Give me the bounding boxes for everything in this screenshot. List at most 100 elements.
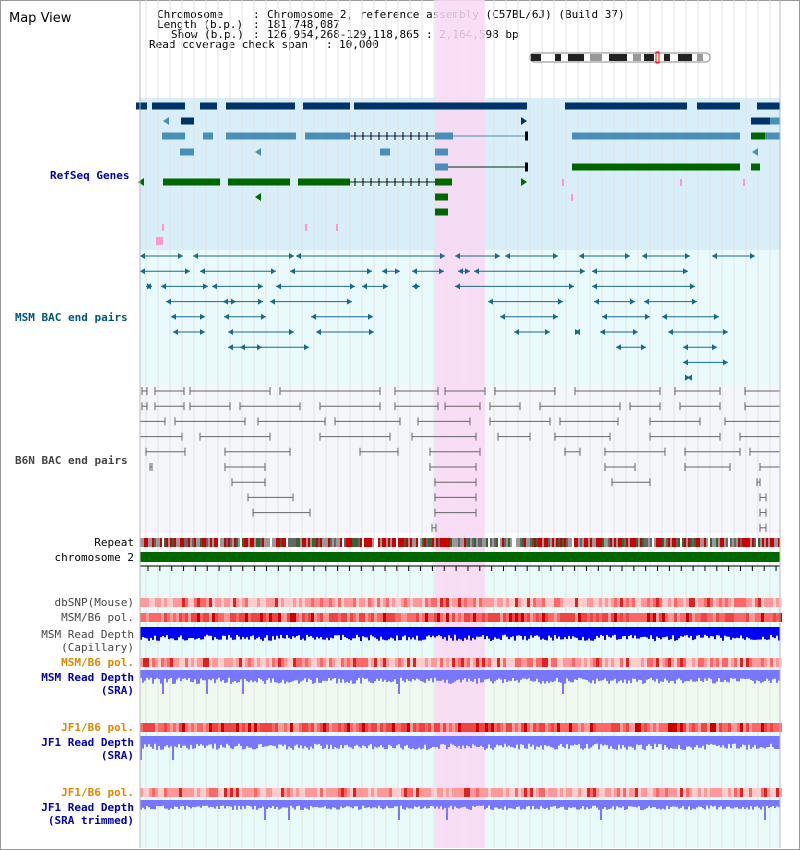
read-depth-bar <box>468 736 470 747</box>
chromosome-bar[interactable] <box>140 552 780 562</box>
repeat-element <box>240 538 242 547</box>
chromosome-ideogram[interactable] <box>529 51 711 64</box>
read-depth-bar <box>444 800 446 808</box>
polymorphism-density-cell <box>599 613 602 622</box>
polymorphism-density-cell <box>503 788 506 797</box>
gene-block[interactable] <box>226 102 295 110</box>
gene-block[interactable] <box>751 117 770 125</box>
gene-block[interactable] <box>435 163 448 171</box>
gene-block[interactable] <box>203 132 213 140</box>
highlight-region[interactable] <box>435 0 485 848</box>
gene-block[interactable] <box>697 102 740 110</box>
read-depth-bar <box>402 800 404 809</box>
gene-block[interactable] <box>435 208 448 216</box>
gene-block[interactable] <box>765 132 780 140</box>
read-depth-bar <box>386 627 388 641</box>
read-depth-bar <box>388 736 390 745</box>
gene-block[interactable] <box>751 163 760 171</box>
gene-block[interactable] <box>228 178 290 186</box>
polymorphism-density-cell <box>731 598 734 607</box>
track-label-dbsnp[interactable]: dbSNP(Mouse) <box>54 596 134 609</box>
read-depth-bar <box>510 736 512 748</box>
read-depth-tracks[interactable] <box>140 627 780 820</box>
track-label-jf1-pol-1[interactable]: JF1/B6 pol. <box>61 721 134 734</box>
bac-end-marker <box>580 268 585 275</box>
bac-end-marker <box>714 313 719 320</box>
repeat-element <box>246 538 248 547</box>
gene-block[interactable] <box>163 178 220 186</box>
read-depth-bar <box>776 736 778 749</box>
repeat-element <box>778 538 780 547</box>
gene-block[interactable] <box>298 178 350 186</box>
gene-block[interactable] <box>435 132 453 140</box>
gene-block[interactable] <box>525 162 528 172</box>
gene-block[interactable] <box>435 193 448 201</box>
track-label-msm-depth-capillary[interactable]: MSM Read Depth <box>41 628 134 641</box>
gene-block[interactable] <box>226 132 296 140</box>
read-depth-bar <box>284 627 286 639</box>
read-depth-bar <box>412 800 414 809</box>
read-depth-bar <box>192 627 194 639</box>
track-label-jf1-depth-trimmed[interactable]: JF1 Read Depth <box>41 801 134 814</box>
track-label-b6n-bac[interactable]: B6N BAC end pairs <box>15 454 128 467</box>
read-depth-bar <box>386 670 388 683</box>
gene-block[interactable] <box>305 132 350 140</box>
track-label-msm-bac[interactable]: MSM BAC end pairs <box>15 311 128 324</box>
polymorphism-density-cell <box>572 723 575 732</box>
polymorphism-density-cell <box>485 613 488 622</box>
polymorphism-density-cell <box>314 788 317 797</box>
read-depth-bar <box>492 736 494 750</box>
track-label-repeat[interactable]: Repeat <box>94 536 134 549</box>
gene-block[interactable] <box>136 102 147 110</box>
gene-block[interactable] <box>572 132 740 140</box>
repeat-element <box>672 538 674 547</box>
repeat-element <box>658 538 660 547</box>
gene-block[interactable] <box>200 102 217 110</box>
track-label-jf1-depth-sra[interactable]: JF1 Read Depth <box>41 736 134 749</box>
read-depth-bar <box>216 627 218 639</box>
polymorphism-density-cell <box>182 658 185 667</box>
msm-bac-track[interactable] <box>140 253 755 381</box>
repeat-element <box>606 538 608 547</box>
polymorphism-density-cell <box>692 613 695 622</box>
gene-block[interactable] <box>181 117 194 125</box>
polymorphism-density-cell <box>179 723 182 732</box>
gene-block[interactable] <box>572 163 740 171</box>
polymorphism-density-cell <box>764 598 767 607</box>
gene-block[interactable] <box>180 148 194 156</box>
track-label-msm-depth-sra[interactable]: MSM Read Depth <box>41 671 134 684</box>
polymorphism-density-cell <box>287 598 290 607</box>
gene-block[interactable] <box>757 102 780 110</box>
read-depth-bar <box>552 736 554 748</box>
b6n-bac-track[interactable] <box>139 387 781 532</box>
gene-block[interactable] <box>380 148 390 156</box>
track-label-msm-pol-1[interactable]: MSM/B6 pol. <box>61 611 134 624</box>
gene-block[interactable] <box>162 132 185 140</box>
gene-block[interactable] <box>152 102 185 110</box>
read-depth-bar <box>280 736 282 745</box>
repeat-element <box>438 538 440 547</box>
track-label-refseq[interactable]: RefSeq Genes <box>50 169 130 182</box>
read-depth-bar <box>222 736 224 748</box>
track-label-msm-pol-2[interactable]: MSM/B6 pol. <box>61 656 134 669</box>
read-depth-bar <box>622 800 624 807</box>
read-depth-bar <box>672 800 674 807</box>
read-depth-bar <box>268 670 270 679</box>
gene-block[interactable] <box>435 148 448 156</box>
track-label-jf1-pol-2[interactable]: JF1/B6 pol. <box>61 786 134 799</box>
repeat-element <box>650 538 652 547</box>
refseq-genes-track[interactable] <box>136 102 780 246</box>
gene-block[interactable] <box>354 102 527 110</box>
read-depth-bar <box>650 670 652 678</box>
track-label-chromosome[interactable]: chromosome 2 <box>54 551 134 564</box>
polymorphism-density-cell <box>563 723 566 732</box>
polymorphism-density-cell <box>509 658 512 667</box>
gene-block[interactable] <box>435 178 452 186</box>
gene-block[interactable] <box>303 102 350 110</box>
gene-block[interactable] <box>565 102 687 110</box>
polymorphism-density-cell <box>569 658 572 667</box>
polymorphism-density-cell <box>542 788 545 797</box>
gene-block[interactable] <box>525 131 528 141</box>
repeat-track[interactable] <box>140 538 780 547</box>
